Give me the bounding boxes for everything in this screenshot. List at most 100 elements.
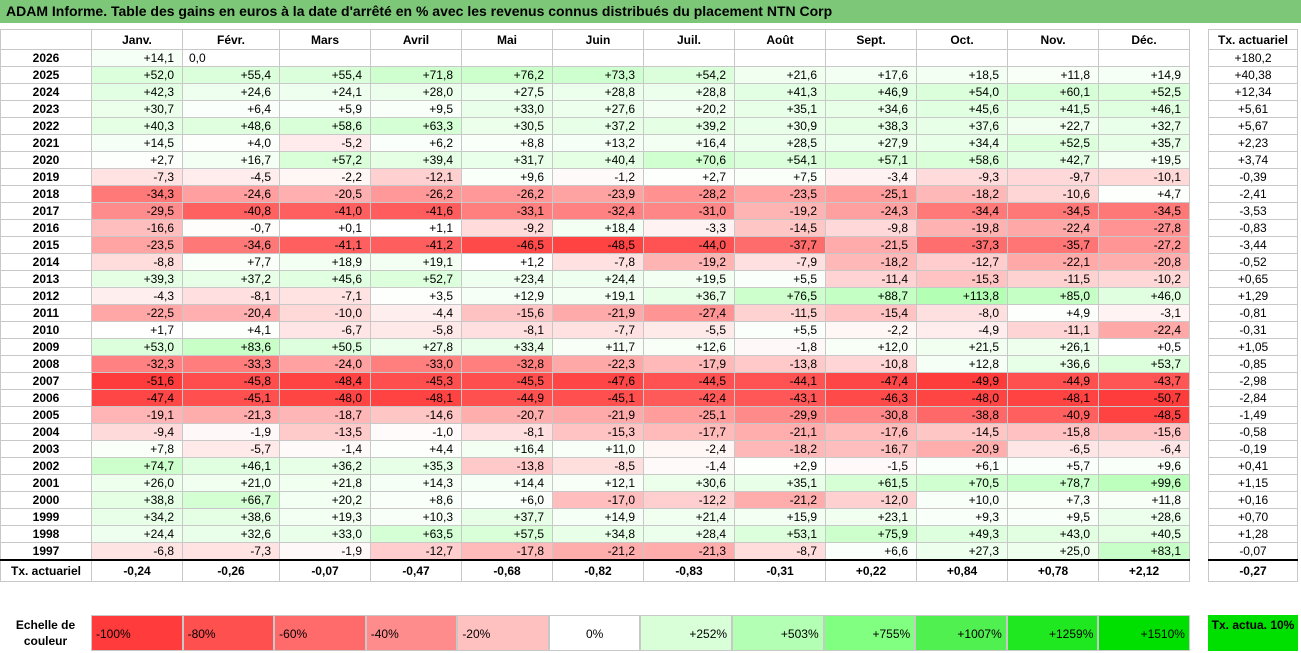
value-cell: +18,9: [279, 253, 371, 271]
side-row: +3,74: [1208, 151, 1298, 169]
value-cell: -9,3: [916, 168, 1008, 186]
value-cell: +15,9: [734, 508, 826, 526]
value-cell: +9,5: [1007, 508, 1099, 526]
value-cell: +16,7: [182, 151, 280, 169]
value-cell: +2,7: [91, 151, 183, 169]
value-cell: -18,7: [279, 406, 371, 424]
value-cell: +30,5: [461, 117, 553, 135]
value-cell: +28,0: [370, 83, 462, 101]
value-cell: -37,7: [734, 236, 826, 254]
value-cell: +21,8: [279, 474, 371, 492]
value-cell: +5,9: [279, 100, 371, 118]
value-cell: +53,0: [91, 338, 183, 356]
value-cell: -10,6: [1007, 185, 1099, 203]
value-cell: +22,7: [1007, 117, 1099, 135]
footer-value: -0,47: [370, 559, 462, 582]
value-cell: +12,6: [643, 338, 735, 356]
value-cell: +58,6: [916, 151, 1008, 169]
value-cell: +27,9: [825, 134, 917, 152]
value-cell: +12,0: [825, 338, 917, 356]
value-cell: -27,4: [643, 304, 735, 322]
value-cell: -7,3: [91, 168, 183, 186]
value-cell: -15,6: [1098, 423, 1190, 441]
value-cell: -15,4: [825, 304, 917, 322]
table-row: 2015 -23,5 -34,6 -41,1 -41,2 -46,5 -48,5 -44,0-…: [0, 236, 1190, 254]
tx-cell: +0,41: [1208, 457, 1298, 475]
row-year: 2016: [0, 219, 92, 237]
value-cell: -38,8: [916, 406, 1008, 424]
value-cell: -30,8: [825, 406, 917, 424]
tx-cell: -0,19: [1208, 440, 1298, 458]
value-cell: -45,5: [461, 372, 553, 390]
side-row: +1,15: [1208, 474, 1298, 492]
value-cell: -20,9: [916, 440, 1008, 458]
footer-label: Tx. actuariel: [0, 559, 92, 582]
value-cell: -44,9: [461, 389, 553, 407]
side-row: +5,61: [1208, 100, 1298, 118]
month-header: Nov.: [1007, 29, 1099, 50]
value-cell: +58,6: [279, 117, 371, 135]
value-cell: [916, 49, 1008, 67]
value-cell: -40,8: [182, 202, 280, 220]
value-cell: -22,1: [1007, 253, 1099, 271]
side-row: +2,23: [1208, 134, 1298, 152]
value-cell: -29,9: [734, 406, 826, 424]
value-cell: +35,3: [370, 457, 462, 475]
tx-cell: -0,39: [1208, 168, 1298, 186]
tx-cell: -0,58: [1208, 423, 1298, 441]
value-cell: +21,0: [182, 474, 280, 492]
value-cell: -44,0: [643, 236, 735, 254]
value-cell: -17,9: [643, 355, 735, 373]
value-cell: -40,9: [1007, 406, 1099, 424]
side-row: -0,81: [1208, 304, 1298, 322]
value-cell: -12,1: [370, 168, 462, 186]
value-cell: +12,8: [916, 355, 1008, 373]
value-cell: +38,3: [825, 117, 917, 135]
footer-value: -0,68: [461, 559, 553, 582]
tx-cell: +3,74: [1208, 151, 1298, 169]
value-cell: +38,6: [182, 508, 280, 526]
table-row: 2007 -51,6 -45,8 -48,4 -45,3 -45,5 -47,6 -44,5-…: [0, 372, 1190, 390]
row-year: 2022: [0, 117, 92, 135]
value-cell: +55,4: [279, 66, 371, 84]
value-cell: -7,1: [279, 287, 371, 305]
tx-cell: -0,81: [1208, 304, 1298, 322]
value-cell: +42,7: [1007, 151, 1099, 169]
table-row: 2022 +40,3 +48,6 +58,6 +63,3 +30,5 +37,2 +39,2 +…: [0, 117, 1190, 135]
month-header: Mai: [461, 29, 553, 50]
value-cell: -16,7: [825, 440, 917, 458]
value-cell: +21,6: [734, 66, 826, 84]
value-cell: -18,2: [825, 253, 917, 271]
value-cell: +1,2: [461, 253, 553, 271]
footer-value: -0,24: [91, 559, 183, 582]
value-cell: -33,1: [461, 202, 553, 220]
legend-swatch: -20%: [457, 615, 549, 651]
side-row: -3,44: [1208, 236, 1298, 254]
side-row: -2,98: [1208, 372, 1298, 390]
value-cell: +32,6: [182, 525, 280, 543]
value-cell: -45,8: [182, 372, 280, 390]
table-row: 2005 -19,1 -21,3 -18,7 -14,6 -20,7 -21,9 -25,1-…: [0, 406, 1190, 424]
value-cell: -22,5: [91, 304, 183, 322]
value-cell: +40,4: [552, 151, 644, 169]
value-cell: -8,8: [91, 253, 183, 271]
value-cell: -15,6: [461, 304, 553, 322]
value-cell: -3,3: [643, 219, 735, 237]
value-cell: -12,7: [916, 253, 1008, 271]
value-cell: -14,5: [916, 423, 1008, 441]
tx-cell: -0,85: [1208, 355, 1298, 373]
value-cell: -9,2: [461, 219, 553, 237]
value-cell: +23,1: [825, 508, 917, 526]
month-header: Sept.: [825, 29, 917, 50]
value-cell: +4,1: [182, 321, 280, 339]
value-cell: +24,4: [552, 270, 644, 288]
value-cell: -24,3: [825, 202, 917, 220]
value-cell: +7,7: [182, 253, 280, 271]
table-row: 2008 -32,3 -33,3 -24,0 -33,0 -32,8 -22,3 -17,9-…: [0, 355, 1190, 373]
row-year: 2010: [0, 321, 92, 339]
row-year: 2014: [0, 253, 92, 271]
month-header: Avril: [370, 29, 462, 50]
value-cell: -13,5: [279, 423, 371, 441]
color-scale-legend: Echelle de couleur -100% -80% -60% -40% -20%…: [0, 615, 1190, 651]
value-cell: +53,7: [1098, 355, 1190, 373]
